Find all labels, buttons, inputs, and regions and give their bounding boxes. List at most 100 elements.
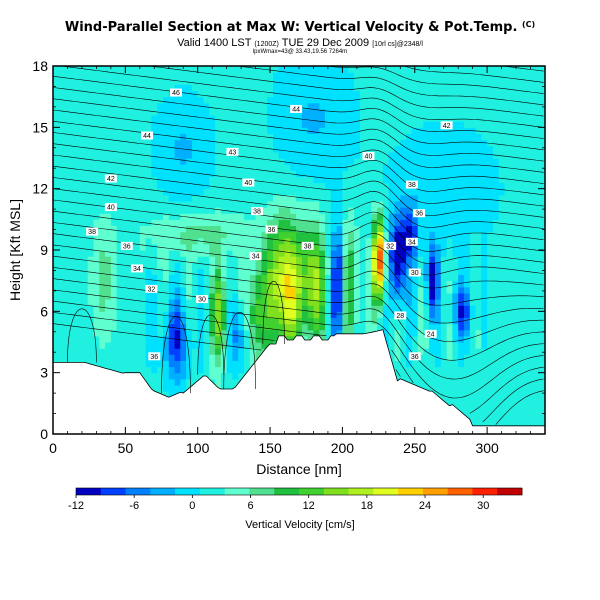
field-cell [238,250,245,257]
field-cell [180,207,187,214]
field-cell [429,323,436,331]
field-cell [261,329,268,337]
field-cell [336,127,343,134]
field-cell [134,256,141,263]
field-cell [215,311,222,318]
field-cell [238,243,245,251]
field-cell [232,207,239,214]
field-cell [157,250,164,257]
field-cell [417,360,425,368]
field-cell [388,200,396,208]
field-cell [64,323,71,331]
field-cell [238,90,245,98]
field-cell [388,305,396,312]
field-cell [278,188,286,196]
field-cell [64,305,71,312]
field-cell [319,274,326,282]
field-cell [180,139,187,147]
field-cell [527,176,534,184]
field-cell [191,292,199,300]
field-cell [255,329,262,337]
field-cell [174,342,181,349]
field-cell [53,200,60,208]
field-cell [99,66,106,73]
field-cell [145,243,152,251]
field-cell [284,219,291,226]
field-cell [197,108,205,116]
field-cell [203,188,210,196]
field-cell [464,305,471,312]
field-cell [128,250,135,257]
field-cell [99,213,106,220]
field-cell [464,323,471,331]
field-cell [168,384,176,392]
field-cell [139,231,147,239]
field-cell [128,194,135,202]
field-cell [504,225,511,233]
field-cell [232,360,239,368]
field-cell [325,262,332,269]
field-cell [197,250,205,257]
field-cell [145,145,152,153]
field-cell [273,207,280,214]
field-cell [388,151,396,159]
field-cell [238,66,245,73]
field-cell [151,176,158,184]
field-cell [348,311,355,318]
field-cell [325,182,332,190]
field-cell [134,280,141,288]
field-cell [238,305,245,312]
field-cell [400,176,407,184]
field-cell [487,409,494,417]
field-cell [301,108,309,116]
field-cell [81,311,89,318]
field-cell [163,286,170,294]
field-cell [168,225,176,233]
field-cell [191,323,199,331]
field-cell [359,139,367,147]
field-cell [388,66,396,73]
field-cell [261,182,268,190]
field-cell [197,274,205,282]
field-cell [458,256,465,263]
field-cell [53,182,60,190]
field-cell [128,78,135,85]
field-cell [429,72,436,79]
field-cell [481,188,488,196]
field-cell [273,176,280,184]
field-cell [261,108,268,116]
field-cell [423,188,430,196]
field-cell [203,311,210,318]
field-cell [521,409,529,417]
field-cell [336,274,343,282]
field-cell [510,231,517,239]
field-cell [203,78,210,85]
field-cell [145,378,152,386]
field-cell [255,127,262,134]
field-cell [521,66,529,73]
field-cell [197,348,205,355]
field-cell [521,219,529,226]
field-cell [458,250,465,257]
field-cell [400,127,407,134]
field-cell [458,317,465,325]
field-cell [464,96,471,104]
field-cell [249,311,257,318]
field-cell [481,158,488,165]
field-cell [145,305,152,312]
field-cell [110,145,118,153]
field-cell [249,108,257,116]
field-cell [348,231,355,239]
field-cell [464,194,471,202]
field-cell [533,415,540,423]
field-cell [209,225,216,233]
field-cell [226,348,233,355]
field-cell [226,237,233,245]
valid-utc: (1200Z) [254,41,279,48]
field-cell [151,329,158,337]
field-cell [475,121,482,128]
field-cell [330,292,338,300]
field-cell [110,256,118,263]
field-cell [417,250,425,257]
field-cell [116,366,124,374]
